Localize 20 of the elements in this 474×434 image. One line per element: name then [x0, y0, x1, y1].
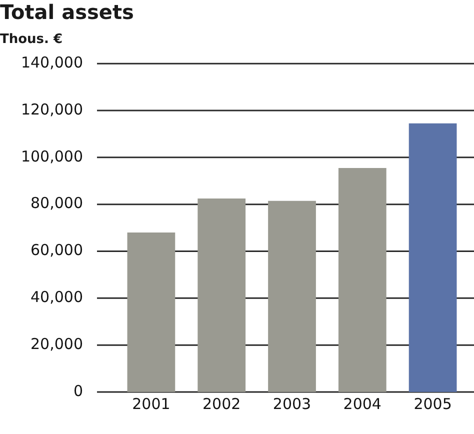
bar [198, 198, 246, 392]
y-tick-label: 20,000 [30, 334, 83, 353]
bar [408, 123, 457, 392]
x-tick-label: 2003 [272, 394, 312, 413]
y-tick-label: 80,000 [30, 194, 83, 212]
x-tick-label: 2001 [132, 394, 170, 413]
bar [127, 232, 176, 392]
x-tick-label: 2004 [343, 394, 382, 413]
x-tick-label: 2005 [414, 394, 452, 413]
y-tick-label: 40,000 [30, 288, 83, 306]
chart-subtitle: Thous. € [0, 32, 63, 48]
y-tick-label: 100,000 [20, 147, 83, 166]
y-tick-label: 0 [73, 382, 83, 400]
bar [268, 200, 316, 392]
y-tick-label: 140,000 [20, 53, 83, 72]
chart-title: Total assets [0, 0, 134, 24]
y-tick-label: 120,000 [20, 100, 83, 118]
y-tick-label: 60,000 [30, 241, 83, 260]
x-tick-label: 2002 [202, 394, 241, 413]
bar [338, 168, 386, 392]
